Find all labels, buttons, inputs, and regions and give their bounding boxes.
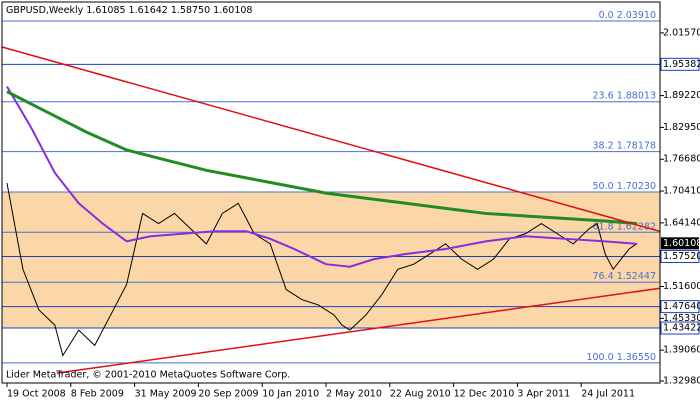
- fib-price: 1.70230: [617, 180, 656, 191]
- x-tick-label: 20 Sep 2009: [198, 389, 258, 400]
- x-tick-label: 10 Jan 2010: [262, 389, 319, 400]
- last-price-label: 1.60108: [663, 238, 700, 249]
- fib-price: 1.62282: [617, 221, 656, 232]
- price-line: [1, 46, 661, 233]
- y-tick-label: 1.51600: [663, 281, 700, 292]
- x-tick-label: 19 Oct 2008: [7, 389, 66, 400]
- fib-label: 0.0 2.03910: [599, 10, 656, 21]
- y-tick-label: 1.82950: [663, 122, 700, 133]
- fib-label: 100.0 1.36550: [586, 351, 656, 362]
- fib-price: 1.36550: [617, 351, 656, 362]
- x-tick-label: 8 Feb 2009: [71, 389, 124, 400]
- last-price-tag: [661, 237, 699, 250]
- y-tick-label: 1.45330: [663, 313, 700, 324]
- hline-label: 1.57520: [663, 251, 700, 262]
- fib-level: 76.4: [593, 271, 614, 282]
- hline-label: 1.43422: [663, 323, 700, 334]
- fib-level: 38.2: [593, 140, 614, 151]
- hline-label: 1.95382: [663, 59, 700, 70]
- hline-tag: [660, 249, 700, 263]
- y-tick-label: 1.39060: [663, 345, 700, 356]
- hline-label: 1.47640: [663, 301, 700, 312]
- fib-price: 1.78178: [617, 140, 656, 151]
- symbol: GBPUSD,Weekly: [6, 5, 84, 16]
- x-tick-label: 3 Apr 2011: [517, 389, 570, 400]
- fib-price: 1.52447: [617, 271, 656, 282]
- footer: Lider MetaTrader, © 2001-2010 MetaQuotes…: [6, 370, 290, 381]
- y-tick-label: 1.89220: [663, 90, 700, 101]
- x-tick-label: 2 May 2010: [326, 389, 382, 400]
- y-tick-label: 1.64140: [663, 217, 700, 228]
- fib-price: 2.03910: [617, 10, 656, 21]
- fib-band: [2, 191, 660, 329]
- x-tick-label: 24 Jul 2011: [581, 389, 635, 400]
- fib-label: 61.8 1.62282: [593, 221, 656, 232]
- fib-label: 50.0 1.70230: [593, 180, 656, 191]
- fib-label: 76.4 1.52447: [593, 271, 656, 282]
- x-tick-label: 31 May 2009: [135, 389, 197, 400]
- y-tick-label: 1.32980: [663, 376, 700, 387]
- price-line: [56, 287, 661, 374]
- bottom-panel: [0, 383, 700, 402]
- fib-level: 23.6: [593, 90, 614, 101]
- fib-level: 50.0: [593, 180, 614, 191]
- fib-level: 61.8: [593, 221, 614, 232]
- price-line: [6, 86, 638, 268]
- ohlc: 1.61085 1.61642 1.58750 1.60108: [86, 5, 252, 16]
- fib-level: 0.0: [599, 10, 614, 21]
- price-line: [6, 90, 638, 226]
- x-tick-label: 12 Dec 2010: [454, 389, 515, 400]
- fib-price: 1.88013: [617, 90, 656, 101]
- chart-title: GBPUSD,Weekly 1.61085 1.61642 1.58750 1.…: [6, 5, 252, 16]
- fib-level: 100.0: [586, 351, 613, 362]
- y-tick-label: 2.01570: [663, 27, 700, 38]
- hline-tag: [660, 300, 700, 314]
- hline-tag: [660, 321, 700, 335]
- y-tick-label: 1.70410: [663, 186, 700, 197]
- x-tick-label: 22 Aug 2010: [390, 389, 451, 400]
- fib-label: 23.6 1.88013: [593, 90, 656, 101]
- fib-label: 38.2 1.78178: [593, 140, 656, 151]
- hline-tag: [660, 57, 700, 71]
- y-tick-label: 1.76680: [663, 154, 700, 165]
